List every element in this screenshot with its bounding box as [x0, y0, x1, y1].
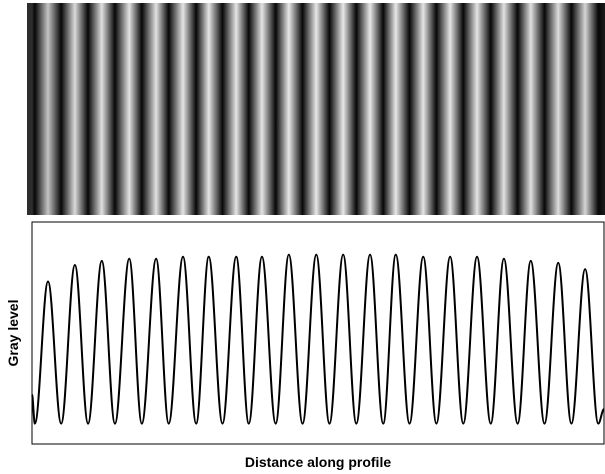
x-axis-label: Distance along profile — [245, 454, 391, 470]
profile-line — [32, 255, 604, 424]
y-axis-label: Gray level — [5, 300, 21, 367]
fringe-image — [27, 3, 605, 215]
chart: Gray level Distance along profile — [0, 0, 605, 474]
